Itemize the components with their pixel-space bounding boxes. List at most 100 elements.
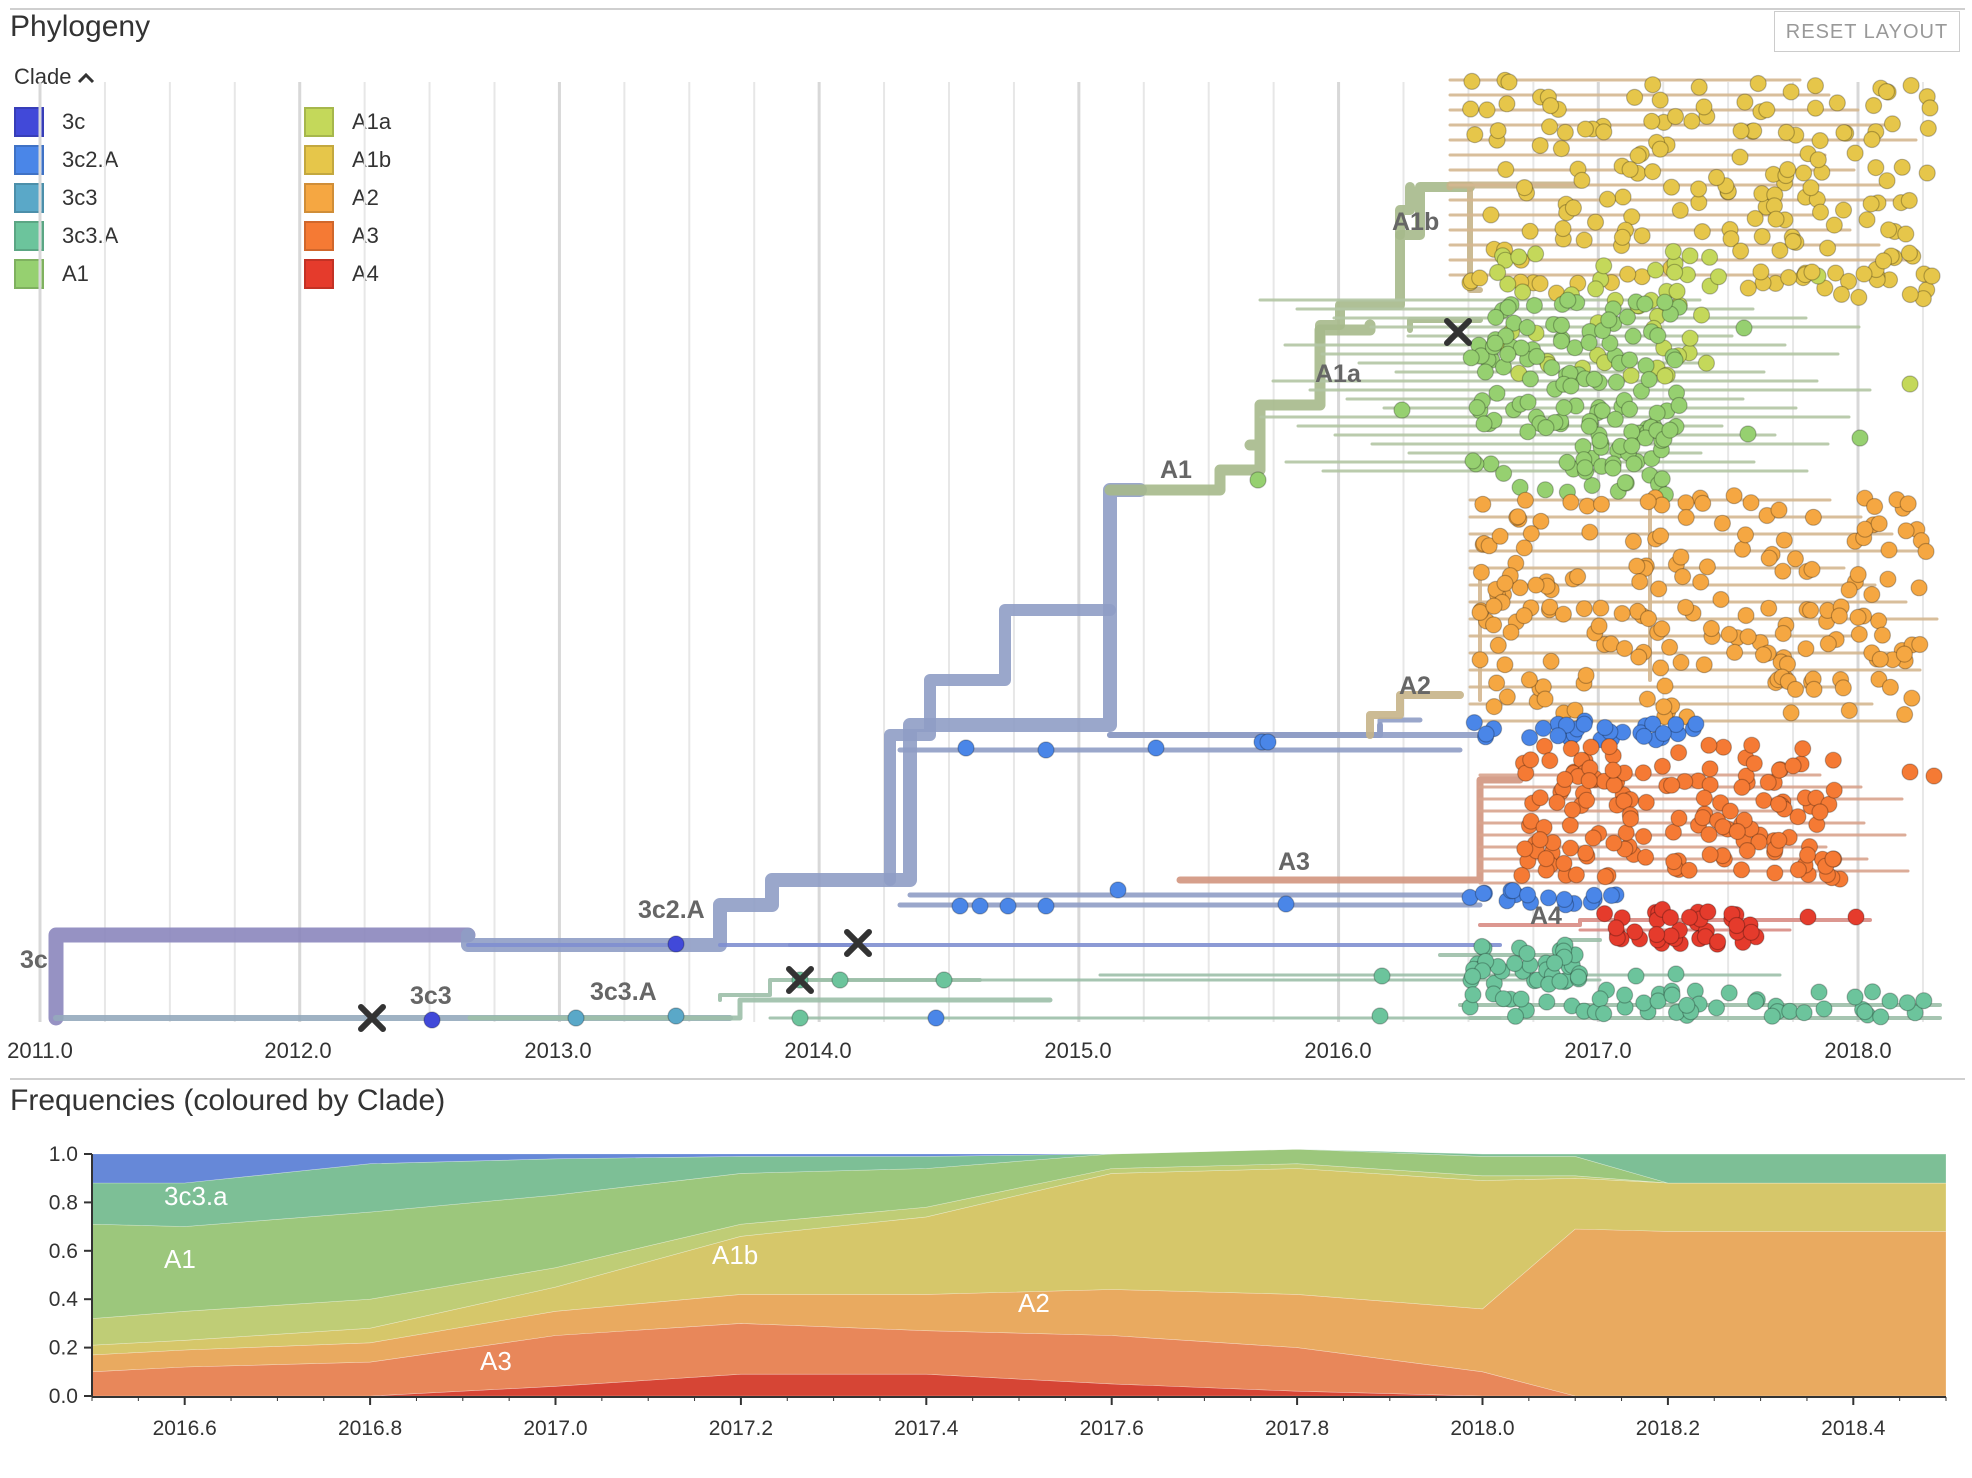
tip-a1[interactable] <box>1620 400 1639 418</box>
tip-a1b[interactable] <box>1825 216 1843 234</box>
tip-a1b[interactable] <box>1707 168 1726 187</box>
tip-a2[interactable] <box>1554 605 1573 623</box>
tip-a4[interactable] <box>1799 908 1817 926</box>
tip-a1b[interactable] <box>1855 265 1873 283</box>
tip-a3[interactable] <box>1653 757 1672 775</box>
tip-3c2a[interactable] <box>1539 889 1558 907</box>
tip-a1b[interactable] <box>1746 209 1764 228</box>
tip-a1b[interactable] <box>1643 112 1661 130</box>
tip-a1[interactable] <box>1566 339 1584 357</box>
tip-a2[interactable] <box>1737 606 1755 625</box>
tip-a2[interactable] <box>1515 607 1533 625</box>
tip-a3[interactable] <box>1615 792 1633 810</box>
tip-a2[interactable] <box>1655 698 1673 716</box>
tip-a2[interactable] <box>1577 666 1595 685</box>
tip-a3[interactable] <box>1700 736 1718 754</box>
tip-a1b[interactable] <box>1689 180 1708 198</box>
tip-a3[interactable] <box>1662 776 1681 794</box>
tip-a1b[interactable] <box>1850 288 1868 306</box>
tip-a1b[interactable] <box>1867 159 1885 177</box>
tip-a1b[interactable] <box>1633 227 1651 245</box>
tip-a1b[interactable] <box>1918 164 1936 182</box>
tip-a1[interactable] <box>1623 437 1641 455</box>
tip-a2[interactable] <box>1520 671 1539 689</box>
tip-a1b[interactable] <box>1806 77 1825 95</box>
tip-3c2a[interactable] <box>1602 886 1621 905</box>
tip-a3[interactable] <box>1637 793 1655 812</box>
tip-a2[interactable] <box>1871 650 1889 668</box>
tip-a1a[interactable] <box>1681 329 1699 347</box>
tip-a1[interactable] <box>1468 399 1486 417</box>
tip-a2[interactable] <box>1592 495 1611 513</box>
tip-a2[interactable] <box>1739 628 1757 646</box>
tip-a1a[interactable] <box>1901 375 1919 393</box>
tip-a3[interactable] <box>1576 844 1595 862</box>
tip-a1b[interactable] <box>1900 244 1919 262</box>
tip-a2[interactable] <box>1522 524 1540 543</box>
tip-a2[interactable] <box>1650 580 1668 598</box>
tip-a3[interactable] <box>1925 767 1943 785</box>
tip-a2[interactable] <box>1575 600 1593 618</box>
tip-a3[interactable] <box>1728 822 1746 841</box>
tip-a3[interactable] <box>1824 751 1842 769</box>
tip-a3[interactable] <box>1766 864 1784 882</box>
tip-a2[interactable] <box>1471 651 1489 669</box>
tip-a3[interactable] <box>1789 861 1808 879</box>
tip-a2[interactable] <box>1509 508 1527 526</box>
tip-a1[interactable] <box>1558 453 1576 471</box>
tip-a1b[interactable] <box>1803 263 1821 281</box>
tip-a2[interactable] <box>1754 646 1773 664</box>
tip-3c3[interactable] <box>567 1009 585 1027</box>
tip-a1a[interactable] <box>1499 275 1517 293</box>
tip-a1a[interactable] <box>1709 268 1728 286</box>
tip-a1[interactable] <box>1393 401 1411 419</box>
tip-a2[interactable] <box>1702 619 1721 638</box>
tip-a1b[interactable] <box>1625 88 1644 107</box>
tip-a2[interactable] <box>1736 526 1755 544</box>
tip-a1b[interactable] <box>1835 124 1853 142</box>
tip-a1b[interactable] <box>1900 191 1918 210</box>
tip-a1[interactable] <box>1487 308 1505 326</box>
tip-a3[interactable] <box>1664 823 1683 841</box>
tip-a3[interactable] <box>1580 771 1598 790</box>
tip-a3[interactable] <box>1531 830 1549 849</box>
tip-a1b[interactable] <box>1573 171 1591 189</box>
tip-a3[interactable] <box>1605 834 1623 852</box>
tip-a3[interactable] <box>1824 850 1842 868</box>
tip-3c2a[interactable] <box>1477 725 1495 743</box>
tip-3c2a[interactable] <box>1575 715 1593 733</box>
tip-a2[interactable] <box>1639 609 1658 628</box>
tip-a2[interactable] <box>1515 539 1533 557</box>
tip-3c3a[interactable] <box>1635 994 1653 1012</box>
tip-a1a[interactable] <box>1664 242 1682 261</box>
tip-3c3a[interactable] <box>1473 937 1491 956</box>
tip-a1[interactable] <box>1601 334 1619 352</box>
tip-a1b[interactable] <box>1552 140 1571 158</box>
tip-a2[interactable] <box>1485 597 1503 615</box>
tip-a1b[interactable] <box>1802 179 1820 197</box>
tip-a2[interactable] <box>1630 648 1648 666</box>
tip-a3[interactable] <box>1605 776 1623 794</box>
tip-a3[interactable] <box>1784 757 1802 775</box>
tip-a2[interactable] <box>1834 679 1852 697</box>
tip-a1[interactable] <box>1625 455 1643 473</box>
tip-a1b[interactable] <box>1919 119 1937 137</box>
tip-a1[interactable] <box>1624 327 1642 345</box>
tip-a2[interactable] <box>1676 598 1695 617</box>
tip-a1b[interactable] <box>1613 228 1632 246</box>
tip-a1a[interactable] <box>1586 280 1605 298</box>
tip-a1[interactable] <box>1519 423 1537 441</box>
tip-a1[interactable] <box>1519 393 1537 411</box>
tip-3c3a[interactable] <box>1881 992 1899 1010</box>
tip-a1b[interactable] <box>1478 101 1496 119</box>
tip-a4[interactable] <box>1662 927 1680 945</box>
tip-a3[interactable] <box>1798 846 1817 864</box>
tip-3c3a[interactable] <box>1464 986 1482 1004</box>
tip-a3[interactable] <box>1513 866 1531 885</box>
tip-3c2a[interactable] <box>999 897 1017 915</box>
tip-a1[interactable] <box>1476 363 1495 381</box>
tip-a2[interactable] <box>1786 680 1805 699</box>
tip-a2[interactable] <box>1873 626 1892 644</box>
tip-a2[interactable] <box>1880 541 1898 559</box>
tip-a1b[interactable] <box>1500 73 1518 91</box>
